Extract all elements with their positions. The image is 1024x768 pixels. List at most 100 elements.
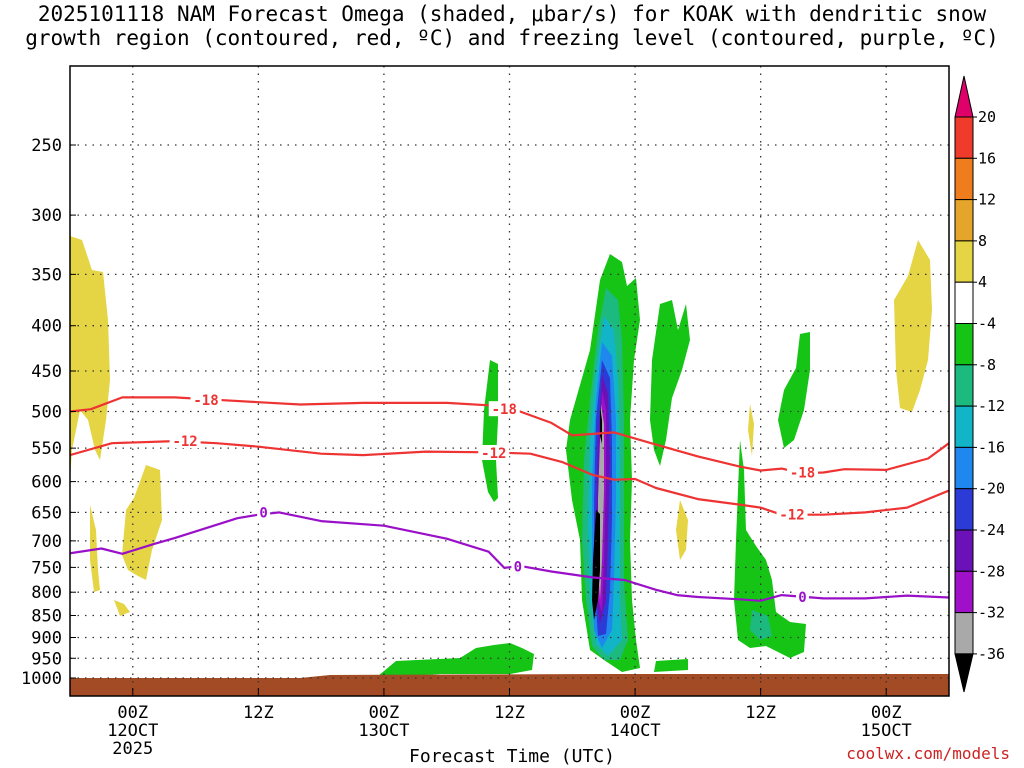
- y-tick-label: 800: [31, 583, 62, 603]
- contour-label-bg: [478, 445, 510, 461]
- colorbar-label: -32: [978, 604, 1005, 622]
- contour-label-bg: [190, 391, 222, 407]
- x-tick-label: 00Z: [620, 703, 651, 723]
- x-tick-label: 12Z: [494, 703, 525, 723]
- y-tick-label: 550: [31, 439, 62, 459]
- contour-label-bg: [488, 401, 520, 417]
- y-tick-label: 400: [31, 317, 62, 337]
- colorbar-band: [954, 240, 974, 283]
- contour-label: -12: [481, 446, 506, 462]
- ground-terrain: [70, 674, 949, 696]
- omega-positive-region: [70, 236, 110, 480]
- omega-negative-region: [734, 440, 806, 658]
- x-tick-label: 00Z: [871, 703, 902, 723]
- y-tick-label: 250: [31, 136, 62, 156]
- grid: [70, 66, 949, 696]
- colorbar-label: -4: [978, 315, 996, 333]
- omega-shading: [70, 236, 949, 696]
- omega-positive-region: [676, 500, 688, 560]
- colorbar-label: -36: [978, 645, 1005, 663]
- colorbar-band: [954, 157, 974, 201]
- colorbar-band: [954, 364, 974, 407]
- omega-positive-region: [748, 404, 754, 456]
- omega-negative-region: [482, 360, 498, 502]
- omega-negative-region: [378, 643, 534, 676]
- omega-positive-region: [114, 600, 130, 616]
- colorbar-label: -24: [978, 521, 1005, 539]
- contour-label-bg: [787, 464, 818, 480]
- colorbar-band: [954, 612, 974, 655]
- colorbar-top-triangle: [954, 75, 974, 118]
- x-axis-label: Forecast Time (UTC): [409, 746, 615, 767]
- colorbar-band: [954, 446, 974, 490]
- colorbar-band: [954, 199, 974, 242]
- omega-negative-region: [654, 659, 688, 672]
- contour-label: 0: [514, 559, 522, 575]
- y-tick-label: 900: [31, 628, 62, 648]
- y-tick-label: 700: [31, 532, 62, 552]
- contour-label: -18: [193, 393, 218, 409]
- colorbar-band: [954, 323, 974, 366]
- x-tick-label: 12Z: [243, 703, 274, 723]
- colorbar-bottom-triangle: [954, 653, 974, 693]
- x-tick-date: 14OCT: [609, 721, 660, 741]
- omega-positive-region: [122, 465, 162, 580]
- contour-label: -18: [492, 402, 517, 418]
- colorbar-label: -20: [978, 480, 1005, 498]
- colorbar-label: -12: [978, 397, 1005, 415]
- colorbar-label: 16: [978, 149, 996, 167]
- omega-negative-region: [600, 406, 602, 444]
- omega-negative-region: [778, 332, 810, 448]
- colorbar-label: 4: [978, 273, 987, 291]
- credit-text: coolwx.com/models: [846, 744, 1010, 763]
- y-axis: 2503003504004505005506006507007508008509…: [21, 136, 76, 689]
- contour-label-bg: [169, 433, 201, 449]
- contour-label-bg: [796, 588, 809, 604]
- y-tick-label: 750: [31, 558, 62, 578]
- contour-label-bg: [257, 504, 271, 520]
- chart-title-line1: 2025101118 NAM Forecast Omega (shaded, μ…: [37, 2, 987, 26]
- colorbar-band: [954, 405, 974, 448]
- colorbar-label: -8: [978, 356, 996, 374]
- y-tick-label: 850: [31, 607, 62, 627]
- y-tick-label: 350: [31, 265, 62, 285]
- colorbar-label: -28: [978, 562, 1005, 580]
- contour-label: -12: [779, 508, 804, 524]
- colorbar-band: [954, 281, 974, 325]
- omega-negative-region: [650, 300, 690, 466]
- contour-freezing-level: [70, 511, 949, 602]
- y-tick-label: 450: [31, 362, 62, 382]
- contour-label: 0: [259, 505, 267, 521]
- colorbar-band: [954, 529, 974, 572]
- y-tick-label: 950: [31, 649, 62, 669]
- colorbar-label: 12: [978, 191, 996, 209]
- contours: -18 -18 -18 -12 -12 -12 0 0 0: [70, 391, 949, 606]
- colorbar-label: 20: [978, 108, 996, 126]
- contour-label-bg: [511, 558, 525, 574]
- omega-negative-region: [750, 610, 772, 640]
- x-tick-year: 2025: [112, 739, 153, 759]
- omega-negative-region: [592, 510, 600, 620]
- x-tick-label: 00Z: [369, 703, 400, 723]
- y-tick-label: 600: [31, 473, 62, 493]
- contour-label: -12: [172, 434, 197, 450]
- contour-label: 0: [798, 590, 806, 606]
- y-tick-label: 300: [31, 206, 62, 226]
- colorbar-band: [954, 116, 974, 159]
- x-tick-date: 12OCT: [107, 721, 158, 741]
- chart-title-line2: growth region (contoured, red, ºC) and f…: [25, 26, 999, 50]
- x-tick-label: 00Z: [117, 703, 148, 723]
- colorbar-label: 8: [978, 232, 987, 250]
- y-tick-label: 650: [31, 503, 62, 523]
- x-tick-date: 15OCT: [861, 721, 912, 741]
- colorbar-band: [954, 570, 974, 614]
- colorbar-label: -16: [978, 438, 1005, 456]
- contour-label: -18: [790, 466, 815, 482]
- y-tick-label: 1000: [21, 669, 62, 689]
- colorbar-band: [954, 488, 974, 531]
- x-tick-date: 13OCT: [358, 721, 409, 741]
- contour-label-bg: [776, 506, 808, 522]
- y-tick-label: 500: [31, 403, 62, 423]
- x-tick-label: 12Z: [745, 703, 776, 723]
